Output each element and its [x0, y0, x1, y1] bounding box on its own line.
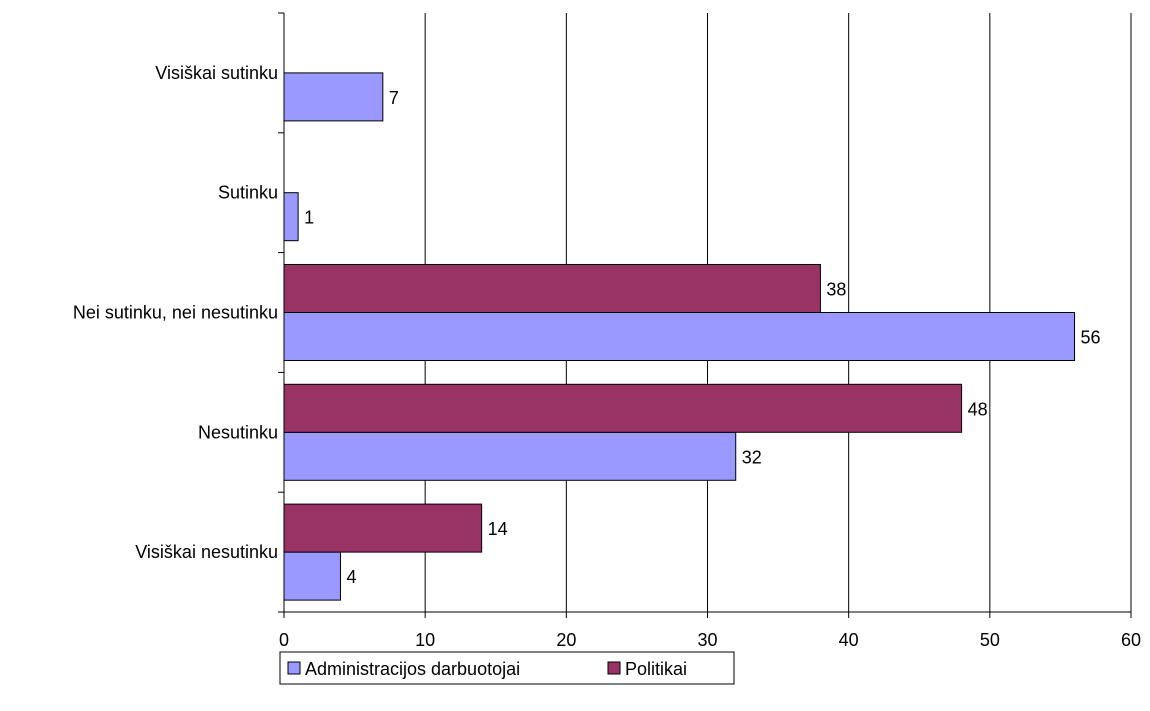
axes [278, 12, 1132, 618]
category-label-nesutinku: Nesutinku [198, 422, 278, 442]
bar-administracijos-darbuotojai-visiskai-nesutinku [283, 551, 341, 601]
bar-administracijos-darbuotojai-visiskai-sutinku [283, 72, 384, 122]
data-label-administracijos-darbuotojai-visiskai-nesutinku: 4 [346, 567, 356, 587]
legend-swatch-politikai [607, 661, 621, 675]
data-label-politikai-nei-sutinku-nei-nesutinku: 38 [826, 280, 846, 300]
x-tick-label-50: 50 [980, 630, 1000, 650]
bar-politikai-nei-sutinku-nei-nesutinku [283, 264, 821, 313]
legend-swatch-administracijos-darbuotojai [287, 661, 301, 675]
x-tick-label-30: 30 [697, 630, 717, 650]
category-label-visiskai-sutinku: Visiškai sutinku [155, 63, 278, 83]
legend: Administracijos darbuotojai Politikai [279, 651, 735, 685]
bar-administracijos-darbuotojai-nesutinku [283, 431, 737, 481]
data-label-administracijos-darbuotojai-sutinku: 1 [304, 208, 314, 228]
x-tick-label-10: 10 [415, 630, 435, 650]
bar-administracijos-darbuotojai-sutinku [283, 192, 299, 242]
bar-politikai-nesutinku [283, 383, 963, 433]
x-tick-label-40: 40 [839, 630, 859, 650]
data-labels: 7 1 56 38 32 48 4 14 [304, 88, 1100, 587]
category-labels: Visiškai sutinku Sutinku Nei sutinku, nei … [73, 63, 278, 562]
data-label-administracijos-darbuotojai-nei-sutinku-nei-nesutinku: 56 [1081, 328, 1101, 348]
bar-politikai-visiskai-nesutinku [283, 503, 483, 553]
x-tick-labels: 0 10 20 30 40 50 60 [279, 630, 1141, 650]
data-label-politikai-nesutinku: 48 [968, 399, 988, 419]
data-label-administracijos-darbuotojai-visiskai-sutinku: 7 [389, 88, 399, 108]
x-tick-label-60: 60 [1121, 630, 1141, 650]
category-label-sutinku: Sutinku [218, 183, 278, 203]
legend-box [279, 651, 735, 685]
x-tick-label-0: 0 [279, 630, 289, 650]
data-label-administracijos-darbuotojai-nesutinku: 32 [742, 447, 762, 467]
bars [283, 72, 1076, 601]
data-label-politikai-visiskai-nesutinku: 14 [488, 519, 508, 539]
legend-label-politikai: Politikai [625, 659, 687, 679]
bar-administracijos-darbuotojai-nei-sutinku-nei-nesutinku [283, 312, 1076, 361]
legend-label-administracijos-darbuotojai: Administracijos darbuotojai [305, 659, 520, 679]
category-label-visiskai-nesutinku: Visiškai nesutinku [135, 542, 278, 562]
x-tick-label-20: 20 [556, 630, 576, 650]
category-label-nei-sutinku-nei-nesutinku: Nei sutinku, nei nesutinku [73, 303, 278, 323]
